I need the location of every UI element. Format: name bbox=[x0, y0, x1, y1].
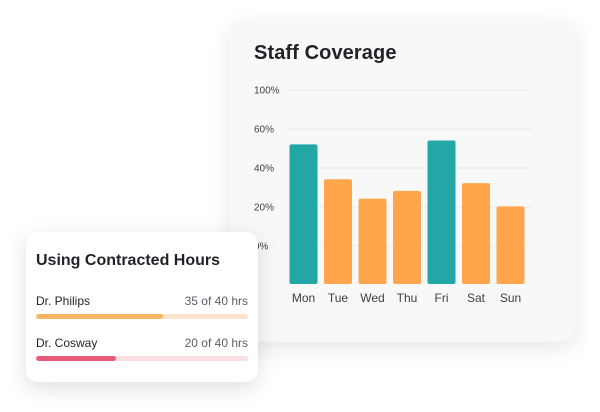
staff-name: Dr. Cosway bbox=[36, 336, 98, 350]
hours-value: 20 of 40 hrs bbox=[184, 336, 248, 350]
bar-tue bbox=[324, 179, 352, 284]
x-tick-label-sat: Sat bbox=[467, 291, 486, 305]
y-tick-label: 40% bbox=[254, 164, 274, 175]
hours-row-dr-cosway: Dr. Cosway 20 of 40 hrs bbox=[36, 336, 248, 361]
x-tick-label-tue: Tue bbox=[328, 291, 349, 305]
x-tick-label-thu: Thu bbox=[397, 291, 418, 305]
contracted-hours-card: Using Contracted Hours Dr. Philips 35 of… bbox=[26, 232, 258, 382]
x-tick-label-fri: Fri bbox=[435, 291, 449, 305]
hours-row-dr-philips: Dr. Philips 35 of 40 hrs bbox=[36, 294, 248, 319]
x-tick-label-sun: Sun bbox=[500, 291, 521, 305]
bar-mon bbox=[289, 144, 318, 284]
bar-sat bbox=[462, 183, 490, 284]
progress-fill bbox=[36, 356, 116, 361]
hours-value: 35 of 40 hrs bbox=[184, 294, 248, 308]
coverage-chart: 100% 60% 40% 20% 0% Mon Tue Wed Thu Fri Sat Sun bbox=[254, 86, 532, 305]
staff-coverage-card: 100% 60% 40% 20% 0% Mon Tue Wed Thu Fri Sat Sun Sta… bbox=[230, 20, 576, 342]
hours-title: Using Contracted Hours bbox=[36, 252, 221, 269]
bar-wed bbox=[358, 198, 387, 284]
y-tick-label: 100% bbox=[254, 86, 280, 97]
bar-fri bbox=[427, 140, 456, 284]
staff-name: Dr. Philips bbox=[36, 294, 91, 308]
y-tick-label: 60% bbox=[254, 125, 274, 136]
progress-track bbox=[36, 314, 248, 319]
x-tick-label-wed: Wed bbox=[360, 291, 384, 305]
y-tick-label: 20% bbox=[254, 203, 274, 214]
bar-thu bbox=[393, 190, 421, 284]
bar-sun bbox=[496, 206, 525, 284]
progress-fill bbox=[36, 314, 164, 319]
y-tick-label: 0% bbox=[254, 242, 269, 253]
progress-track bbox=[36, 356, 248, 361]
coverage-title: Staff Coverage bbox=[254, 42, 397, 64]
x-tick-label-mon: Mon bbox=[292, 291, 315, 305]
